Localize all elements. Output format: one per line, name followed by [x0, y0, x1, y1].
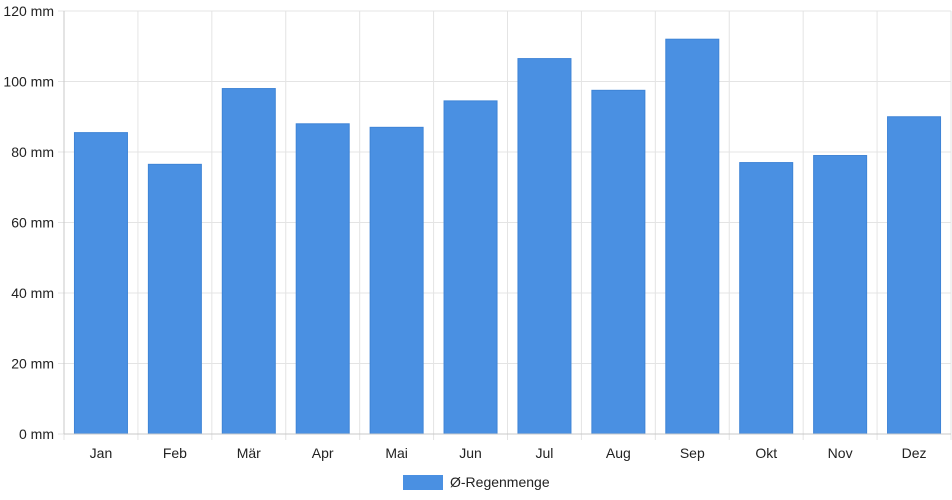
y-tick-label: 100 mm: [3, 74, 54, 90]
bar-jan[interactable]: [73, 132, 128, 435]
bar-apr[interactable]: [295, 123, 350, 435]
grid-lines: [58, 10, 952, 440]
x-tick-label: Mai: [385, 445, 408, 461]
x-tick-label: Jun: [459, 445, 482, 461]
legend-label[interactable]: Ø-Regenmenge: [450, 474, 550, 490]
x-tick-label: Jan: [90, 445, 113, 461]
x-tick-label: Mär: [237, 445, 261, 461]
y-tick-label: 60 mm: [11, 215, 54, 231]
y-tick-label: 80 mm: [11, 144, 54, 160]
y-tick-label: 40 mm: [11, 285, 54, 301]
bar-jun[interactable]: [443, 100, 498, 435]
y-tick-label: 20 mm: [11, 356, 54, 372]
x-tick-label: Okt: [755, 445, 777, 461]
bar-aug[interactable]: [591, 89, 646, 435]
x-tick-label: Jul: [536, 445, 554, 461]
y-tick-label: 120 mm: [3, 3, 54, 19]
x-tick-label: Nov: [828, 445, 853, 461]
x-tick-label: Apr: [312, 445, 334, 461]
bar-nov[interactable]: [813, 155, 868, 435]
y-tick-label: 0 mm: [19, 426, 54, 442]
bar-series: [73, 38, 942, 435]
bar-mär[interactable]: [221, 88, 276, 435]
x-tick-label: Sep: [680, 445, 705, 461]
x-tick-label: Feb: [163, 445, 187, 461]
bar-jul[interactable]: [517, 58, 572, 435]
x-axis: Jan Feb Mär Apr Mai Jun Jul Aug Sep Okt Nov Dez: [64, 433, 951, 461]
bar-sep[interactable]: [665, 38, 720, 435]
x-tick-label: Aug: [606, 445, 631, 461]
bar-dez[interactable]: [887, 116, 942, 435]
legend-swatch[interactable]: [403, 475, 443, 490]
bar-mai[interactable]: [369, 126, 424, 435]
x-tick-label: Dez: [902, 445, 927, 461]
legend[interactable]: Ø-Regenmenge: [403, 474, 550, 490]
y-axis: 0 mm 20 mm 40 mm 60 mm 80 mm 100 mm 120 mm: [3, 3, 65, 442]
bar-feb[interactable]: [147, 163, 202, 435]
bar-okt[interactable]: [739, 162, 794, 435]
